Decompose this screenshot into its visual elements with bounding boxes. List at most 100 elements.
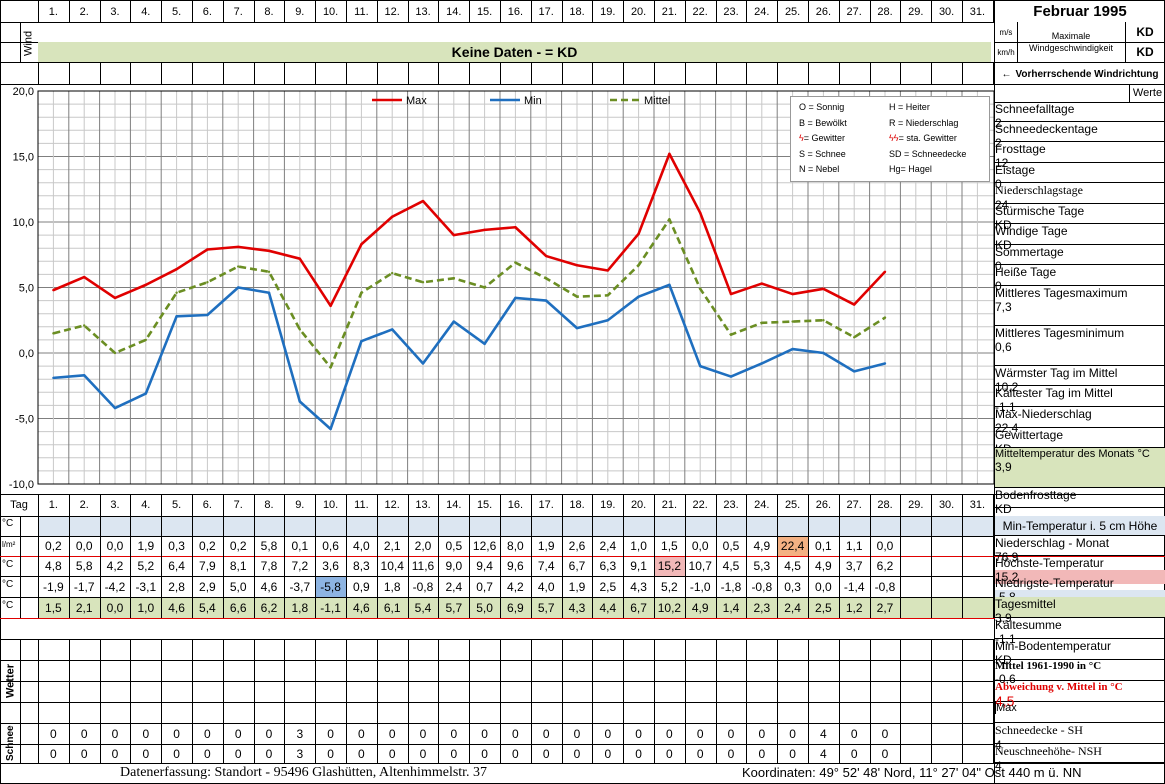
grid-line [931, 494, 933, 618]
max-temp-cell: 8,1 [229, 559, 247, 573]
min-temp-cell: 1,9 [568, 579, 586, 594]
legend-row: B = Bewölkt R = Niederschlag [799, 116, 981, 132]
grid-line [284, 639, 286, 763]
summary-row: Abweichung v. Mittel in °C 4,5 [995, 681, 1165, 709]
grid-line [284, 494, 286, 618]
point-max [329, 304, 332, 308]
max-temp-cell: 9,6 [507, 559, 524, 573]
grid-line [315, 494, 317, 618]
point-mittel [329, 366, 332, 369]
stat-row: Wärmster Tag im Mittel 10,2 [995, 366, 1165, 394]
min-temp-cell: 0,9 [353, 579, 370, 594]
stat-value: 7,3 [995, 300, 1012, 314]
stat-row: Eistage 0 [995, 163, 1165, 191]
temperature-chart: 20,0 15,0 10,0 5,0 0,0 -5,0 -10,0 Max Min Mittel [9, 86, 995, 491]
point-min [483, 342, 486, 346]
day-header-21: 21. [661, 6, 678, 18]
point-min [175, 315, 178, 318]
wind-no-data-text: Keine Daten - = KD [451, 44, 578, 60]
point-min [391, 328, 394, 331]
mean-temp-cell: 6,7 [630, 600, 647, 615]
point-mittel [668, 218, 671, 221]
day-header-30: 30. [938, 6, 955, 18]
mean-temp-cell: 10,2 [657, 600, 682, 615]
day-label-13: 13. [415, 499, 431, 511]
grid-line [376, 0, 378, 22]
grid-line [838, 494, 840, 618]
grid-line [500, 62, 501, 84]
mean-temp-cell: 1,2 [845, 600, 863, 615]
grid-line [931, 62, 933, 84]
point-min [791, 347, 794, 351]
point-max [760, 282, 763, 285]
legend-row: O = Sonnig H = Heiter [799, 100, 981, 116]
point-max [113, 296, 117, 300]
wind-max-label: Maximale Windgeschwindigkeit [1017, 22, 1125, 62]
day-header-8: 8. [264, 6, 274, 18]
month-title: Februar 1995 [1033, 2, 1127, 20]
precip-cell: 0,5 [445, 539, 463, 553]
mean-temp-cell: 4,9 [691, 600, 709, 615]
day-label-24: 24. [754, 499, 770, 511]
new-snow-cell: 0 [512, 746, 519, 761]
grid-line [992, 62, 994, 84]
point-max [83, 275, 86, 279]
mean-temp-cell: 4,6 [353, 600, 370, 615]
grid-line [623, 62, 625, 84]
snow-stat-row: Neuschneehöhe- NSH 4 [995, 744, 1165, 773]
stat-row: Heiße Tage 0 [995, 265, 1165, 293]
grid-line [192, 0, 193, 22]
grid-line [438, 639, 440, 763]
mean-temp-cell: 6,6 [229, 600, 247, 615]
snow-depth-cell: 0 [512, 726, 519, 741]
point-mittel [575, 295, 579, 298]
grid-line [161, 0, 163, 22]
day-header-13: 13. [415, 6, 431, 18]
grid-line [992, 494, 994, 618]
grid-line [0, 22, 995, 23]
mean-row-band [38, 597, 994, 618]
max-temp-cell: 4,9 [815, 559, 832, 573]
snow-depth-cell: 0 [666, 726, 673, 741]
grid-line [438, 62, 440, 84]
tag-label: Tag [10, 499, 28, 511]
legend-entry-text: = Gewitter [803, 133, 846, 143]
day-header-18: 18. [569, 6, 585, 18]
summary-value: 76,9 [995, 550, 1019, 564]
grid-line [746, 0, 748, 22]
schnee-label: Schnee [5, 725, 16, 761]
stat-row: Schneefalltage 2 [995, 102, 1165, 130]
point-max [175, 267, 178, 271]
grid-line [0, 763, 1165, 764]
snow-depth-cell: 0 [635, 726, 642, 741]
grid-line [869, 62, 871, 84]
snow-depth-cell: 4 [820, 726, 827, 741]
legend-entry: ϟ= Gewitter [799, 131, 889, 147]
point-max [637, 232, 640, 235]
day-header-9: 9. [295, 6, 305, 18]
snow-depth-cell: 0 [758, 726, 766, 741]
grid-line [20, 22, 21, 62]
day-header-27: 27. [846, 6, 862, 18]
grid-line [992, 639, 994, 763]
summary-row: Niederschlag - Monat 76,9 [995, 536, 1165, 564]
day-header-23: 23. [723, 6, 739, 18]
precip-max-highlight [777, 537, 808, 556]
grid-line [99, 0, 101, 22]
new-snow-cell: 0 [327, 746, 334, 761]
unit-label: °C [2, 600, 14, 611]
min-temp-5cm-row-band [38, 516, 994, 536]
grid-line [623, 639, 625, 763]
mean-temp-cell: 1,8 [291, 600, 309, 615]
grid-line [1125, 22, 1126, 62]
grid-line [20, 639, 21, 763]
new-snow-cell: 0 [666, 746, 673, 761]
footer-location: Datenerfassung: Standort - 95496 Glashüt… [120, 765, 488, 780]
mean-temp-cell: 2,7 [876, 600, 894, 615]
mean-temp-cell: 4,4 [599, 600, 617, 615]
point-min [668, 283, 671, 287]
snow-stat-value: 4 [995, 738, 1002, 752]
grid-line [376, 494, 378, 618]
stat-row: GewittertageKD [995, 428, 1165, 456]
grid-line [931, 639, 933, 763]
